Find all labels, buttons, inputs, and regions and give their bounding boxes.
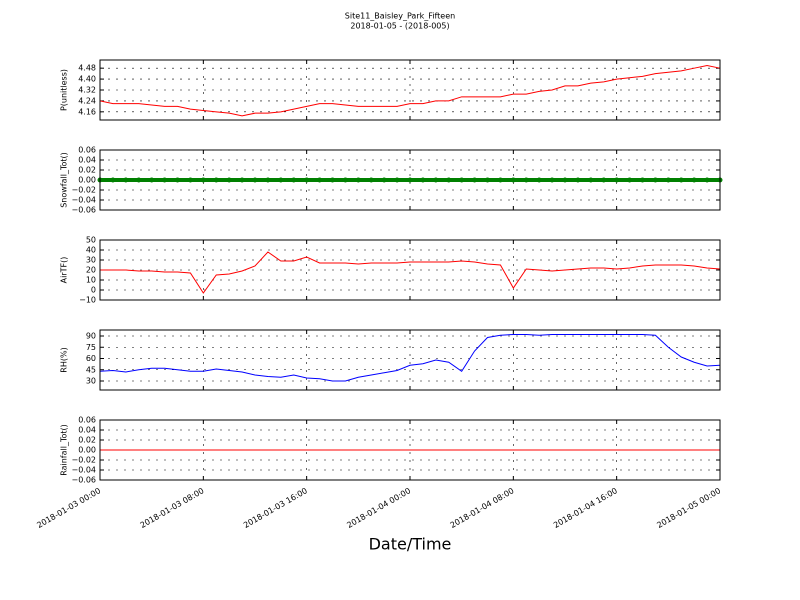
plot-frame bbox=[99, 419, 721, 481]
point bbox=[704, 177, 710, 183]
y-tick-label: −0.04 bbox=[71, 466, 96, 475]
point bbox=[678, 177, 684, 183]
point bbox=[562, 177, 568, 183]
point bbox=[200, 177, 206, 183]
point bbox=[536, 177, 542, 183]
point bbox=[446, 177, 452, 183]
point bbox=[459, 177, 465, 183]
point bbox=[575, 177, 581, 183]
y-axis-label: RH(%) bbox=[60, 347, 69, 372]
point bbox=[652, 177, 658, 183]
y-tick-label: 4.16 bbox=[78, 107, 96, 116]
y-tick-label: 4.48 bbox=[78, 64, 96, 73]
point bbox=[278, 177, 284, 183]
point bbox=[588, 177, 594, 183]
y-axis-label: Rainfall_Tot() bbox=[60, 424, 69, 476]
point bbox=[368, 177, 374, 183]
point bbox=[355, 177, 361, 183]
point bbox=[226, 177, 232, 183]
y-tick-label: 0.04 bbox=[78, 426, 96, 435]
point bbox=[252, 177, 258, 183]
point bbox=[265, 177, 271, 183]
point bbox=[123, 177, 129, 183]
chart-subtitle: 2018-01-05 - (2018-005) bbox=[350, 22, 449, 31]
y-tick-label: −0.02 bbox=[71, 186, 96, 195]
y-tick-label: −0.02 bbox=[71, 456, 96, 465]
y-tick-label: 20 bbox=[86, 266, 96, 275]
point bbox=[149, 177, 155, 183]
point bbox=[497, 177, 503, 183]
y-tick-label: 0.06 bbox=[78, 146, 96, 155]
y-tick-label: 40 bbox=[86, 246, 96, 255]
point bbox=[342, 177, 348, 183]
y-tick-label: −0.06 bbox=[71, 206, 96, 215]
point bbox=[330, 177, 335, 183]
point bbox=[510, 177, 516, 183]
x-axis-label: Date/Time bbox=[369, 535, 452, 554]
point bbox=[394, 177, 400, 183]
y-tick-label: 30 bbox=[86, 256, 96, 265]
point bbox=[691, 177, 697, 183]
point bbox=[317, 177, 323, 183]
point bbox=[485, 177, 490, 183]
point bbox=[640, 177, 645, 183]
y-tick-label: 45 bbox=[86, 365, 96, 374]
y-tick-label: 4.32 bbox=[78, 86, 96, 95]
y-tick-label: 0.04 bbox=[78, 156, 96, 165]
point bbox=[175, 177, 180, 183]
y-tick-label: −0.04 bbox=[71, 196, 96, 205]
y-tick-label: 50 bbox=[86, 236, 96, 245]
point bbox=[614, 177, 620, 183]
point bbox=[407, 177, 413, 183]
y-axis-label: AirTF() bbox=[60, 257, 69, 284]
y-axis-label: Snowfall_Tot() bbox=[60, 152, 69, 208]
y-tick-label: 0.00 bbox=[78, 176, 96, 185]
y-axis-label: P(unitless) bbox=[60, 69, 69, 111]
y-tick-label: 30 bbox=[86, 377, 96, 386]
point bbox=[420, 177, 426, 183]
point bbox=[187, 177, 193, 183]
line bbox=[99, 334, 721, 382]
y-tick-label: 10 bbox=[86, 276, 96, 285]
point bbox=[601, 177, 607, 183]
y-tick-label: −10 bbox=[79, 296, 96, 305]
point bbox=[433, 177, 439, 183]
y-tick-label: 60 bbox=[86, 354, 96, 363]
y-tick-label: 0.02 bbox=[78, 436, 96, 445]
point bbox=[291, 177, 297, 183]
chart-title: Site11_Baisley_Park_Fifteen bbox=[345, 12, 455, 21]
y-tick-label: 75 bbox=[86, 343, 96, 352]
point bbox=[110, 177, 116, 183]
y-tick-label: −0.06 bbox=[71, 476, 96, 485]
y-tick-label: 4.40 bbox=[78, 75, 96, 84]
point bbox=[162, 177, 168, 183]
y-tick-label: 90 bbox=[86, 332, 96, 341]
plot-frame bbox=[99, 59, 721, 121]
plot-frame bbox=[99, 329, 721, 391]
point bbox=[665, 177, 671, 183]
point bbox=[239, 177, 245, 183]
point bbox=[627, 177, 633, 183]
y-tick-label: 0 bbox=[91, 286, 96, 295]
line bbox=[100, 251, 721, 294]
point bbox=[523, 177, 529, 183]
y-tick-label: 0.02 bbox=[78, 166, 96, 175]
y-tick-label: 4.24 bbox=[78, 96, 96, 105]
y-tick-label: 0.06 bbox=[78, 416, 96, 425]
plot-frame bbox=[99, 149, 721, 211]
y-tick-label: 0.00 bbox=[78, 446, 96, 455]
point bbox=[304, 177, 310, 183]
point bbox=[549, 177, 555, 183]
plot-frame bbox=[99, 239, 721, 301]
point bbox=[136, 177, 142, 183]
line bbox=[99, 64, 721, 117]
point bbox=[213, 177, 219, 183]
point bbox=[472, 177, 478, 183]
point bbox=[381, 177, 387, 183]
